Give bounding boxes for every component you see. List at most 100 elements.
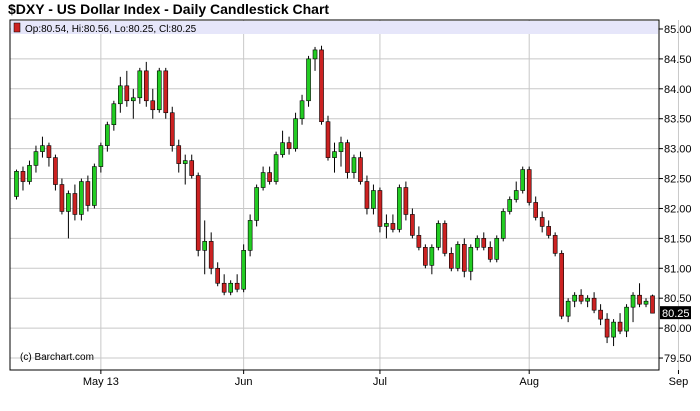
candle [449,247,454,272]
candle-body-up [455,244,461,269]
y-tick-label: 81.50 [664,233,692,245]
candle [526,166,532,206]
candle-body-up [118,85,123,105]
x-tick-label: Aug [519,376,539,388]
candle [306,55,311,107]
legend-swatch [13,22,21,33]
candle-body-down [598,309,603,320]
candle-body-down [20,171,26,182]
candle [637,283,642,308]
candle-body-down [637,294,642,305]
candle-body-up [507,199,513,212]
last-price-label: 80.25 [662,308,690,320]
candle-body-up [111,103,117,126]
ohlc-legend: Op:80.54, Hi:80.56, Lo:80.25, Cl:80.25 [11,21,658,35]
candle [27,160,32,185]
candle-body-up [156,70,162,111]
candle [611,319,616,347]
candle-body-up [247,220,253,251]
candle [124,70,130,107]
candle-body-down [481,238,487,248]
candle [630,292,636,323]
candle-body-up [474,238,480,248]
candle [143,61,149,107]
candle [487,241,493,263]
candle-body-up [66,193,71,212]
candle [98,142,104,173]
candle-body-down [85,181,91,206]
candle [79,178,84,221]
candle-body-down [442,223,448,254]
y-tick-label: 80.00 [664,323,692,335]
candle-body-up [572,294,577,302]
candle-body-down [423,247,428,266]
candle [429,244,435,275]
candle-body-down [267,172,272,182]
candle [513,181,519,203]
candle [494,235,500,263]
candle [332,142,337,173]
candle-body-up [228,282,233,293]
candle-body-up [624,306,629,332]
candle [33,145,39,173]
candle-body-down [552,235,558,254]
candle [578,289,584,305]
plot-frame [9,19,660,371]
candle [195,172,201,257]
candle-body-up [429,247,435,266]
candle-body-down [591,297,597,311]
candle [371,184,376,215]
candle [390,214,396,233]
candle-body-down [617,321,623,332]
candle-body-up [92,166,97,206]
candle-body-up [397,187,402,230]
candle-body-down [319,49,324,123]
candle-body-up [630,294,636,308]
candle-body-up [306,58,311,102]
candle [118,76,123,113]
candle [533,196,539,221]
candle-body-down [546,226,551,236]
candle-body-up [182,160,188,164]
candle [202,220,208,275]
candle-body-down [46,145,52,158]
candle-body-up [338,142,344,152]
candle-body-up [137,70,143,99]
candle [585,295,590,308]
candle [111,100,117,131]
candle [617,313,623,335]
candle-body-up [14,171,19,197]
candle-body-down [559,253,564,317]
candle [280,130,285,158]
x-tick-label: Sep [669,376,689,388]
candle-body-up [79,181,84,215]
candle-body-down [345,142,350,173]
candle [150,88,156,119]
candle [137,67,143,104]
candle-body-up [513,190,519,200]
y-tick-label: 82.00 [664,203,692,215]
candle-body-up [254,187,259,221]
y-tick-label: 82.50 [664,174,692,186]
candle-body-down [195,175,201,251]
candle [14,169,19,200]
candle-body-down [124,85,130,102]
candle [228,280,233,296]
candle [85,175,91,212]
candle-body-up [500,211,506,239]
candle-body-up [241,250,246,290]
candle-body-down [390,223,396,230]
y-tick-label: 85.00 [664,24,692,36]
candle [338,136,344,167]
candle-body-down [377,190,383,227]
candle-body-up [436,223,441,248]
candle-body-up [384,223,389,227]
candle [312,46,318,71]
candle-body-down [234,282,240,290]
candle-body-down [650,295,655,314]
candle-body-down [539,217,545,227]
candle [130,88,136,119]
candle [539,211,545,233]
candle [410,208,415,239]
